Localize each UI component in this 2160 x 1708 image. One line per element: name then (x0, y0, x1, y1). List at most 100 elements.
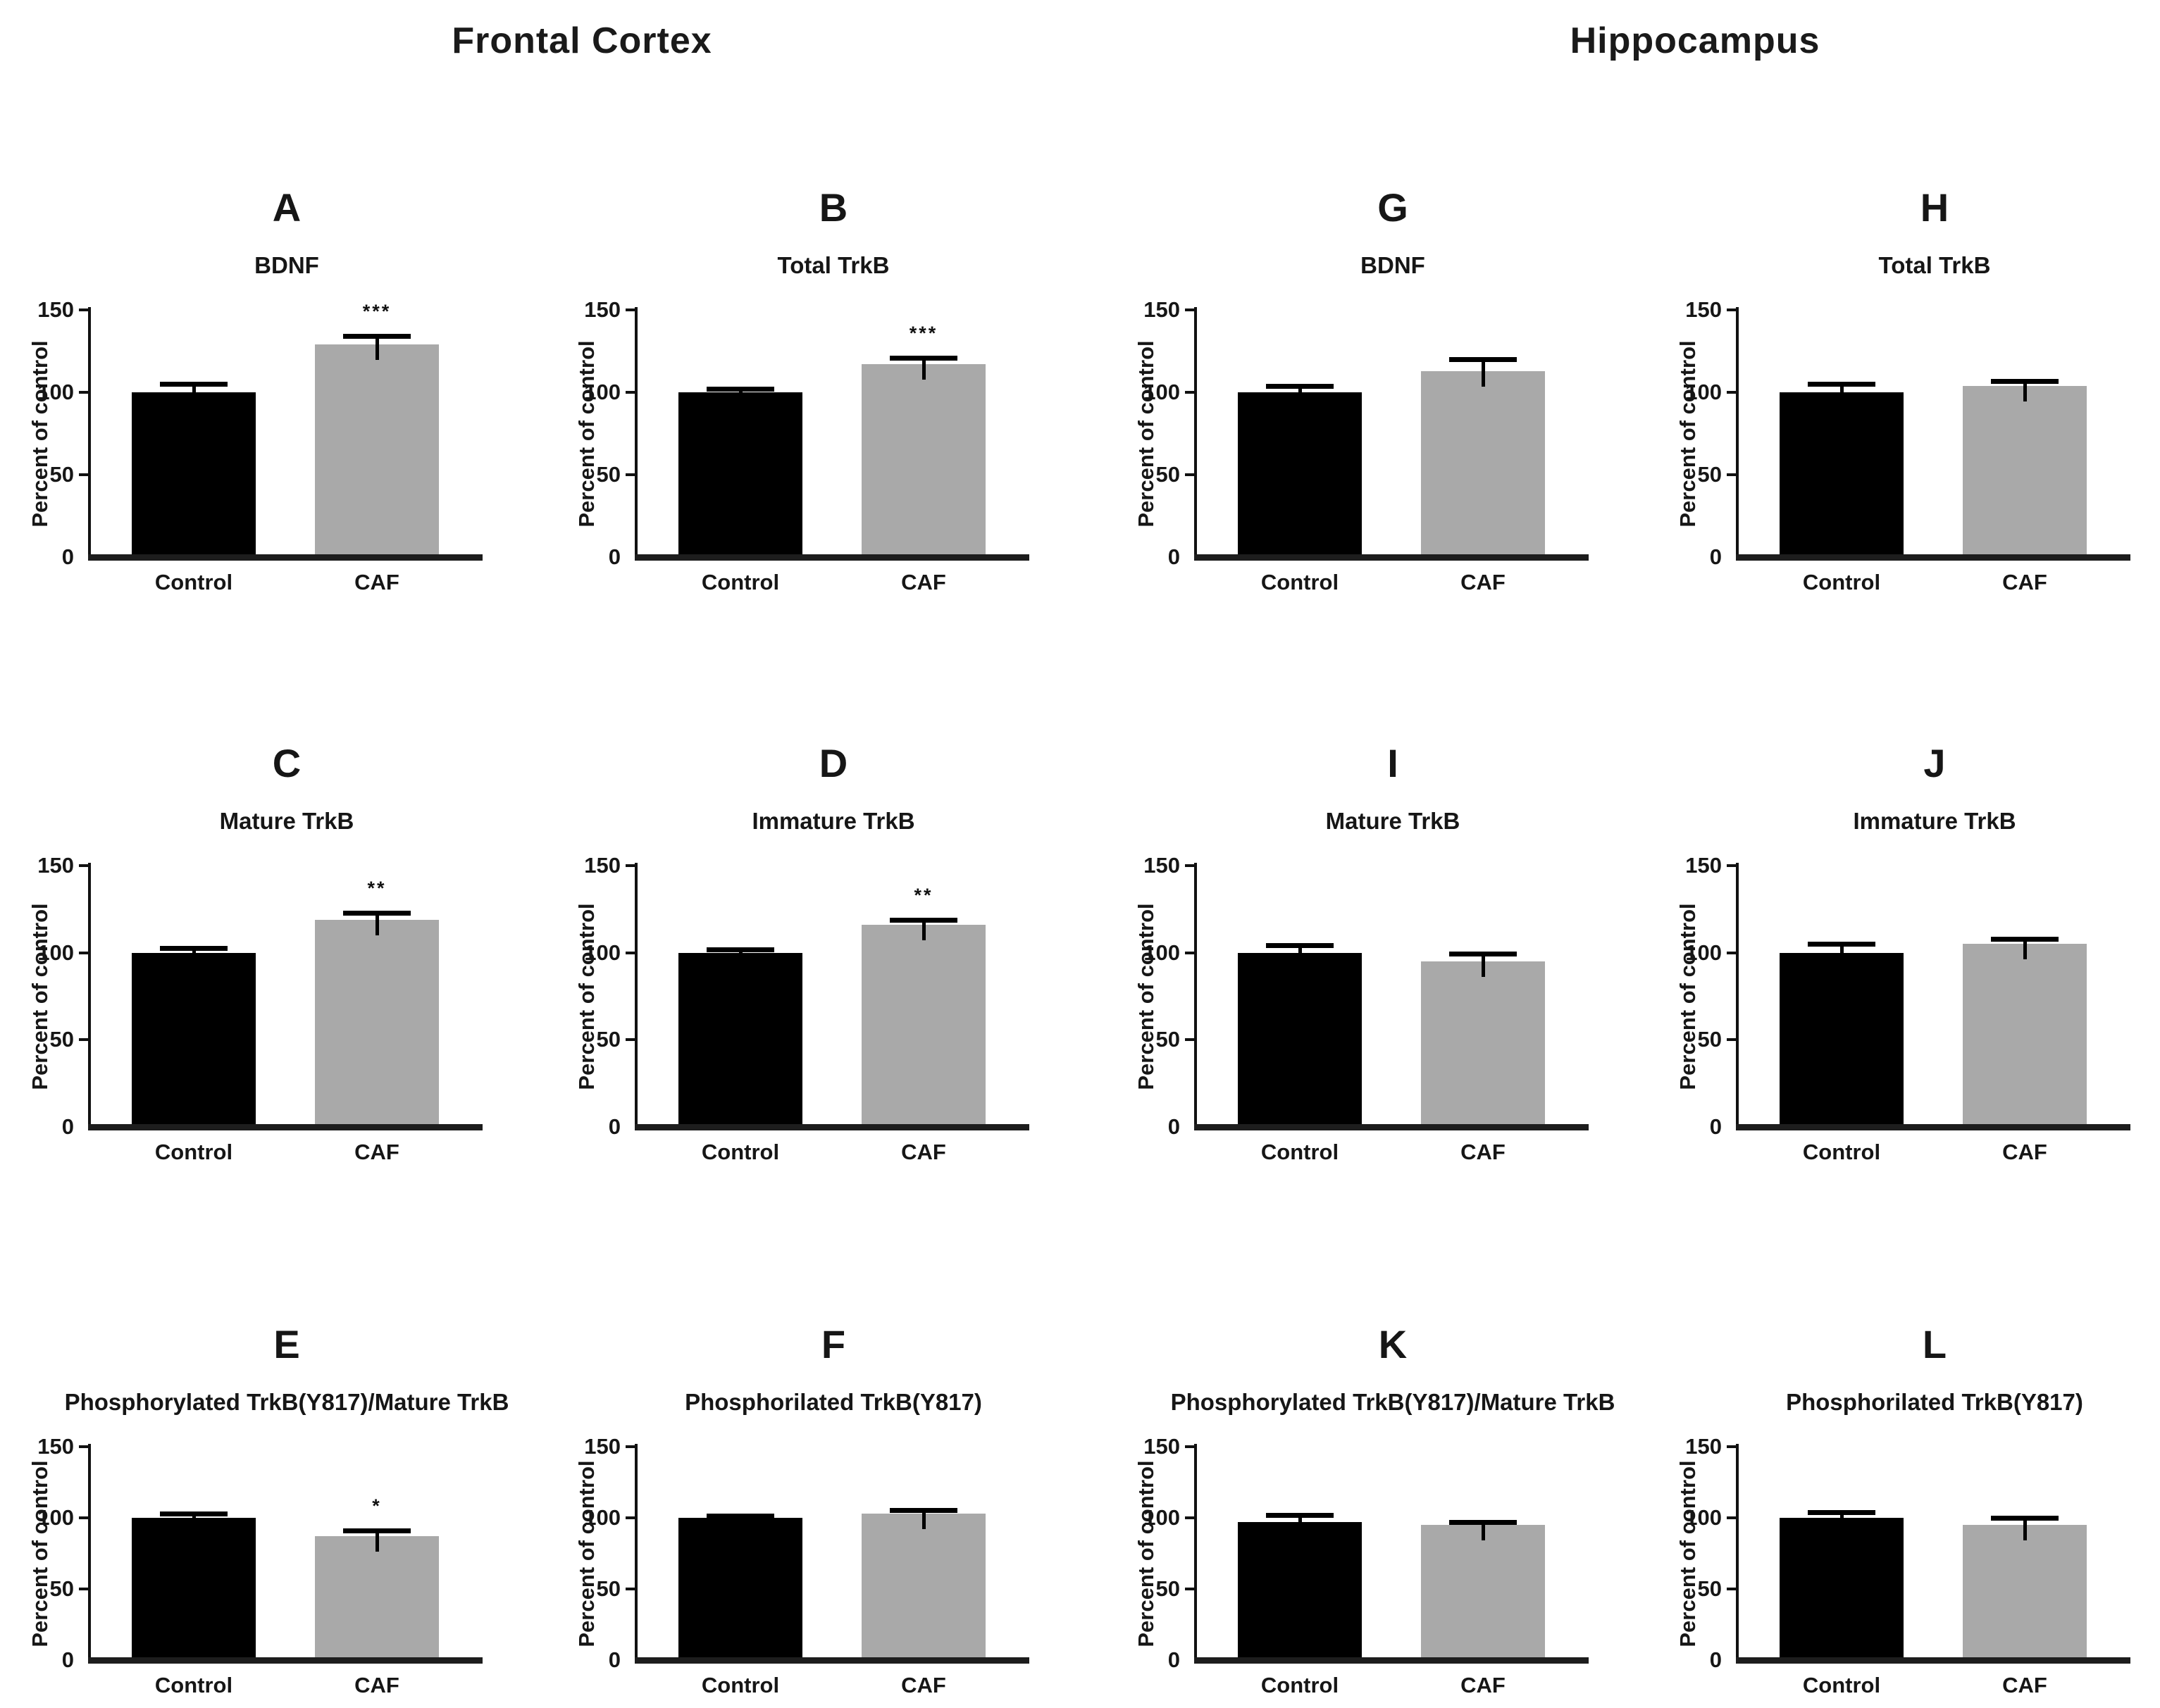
error-bar-cap (707, 387, 774, 392)
error-bar-cap (1266, 942, 1334, 948)
y-tick-label: 100 (1685, 380, 1722, 404)
error-bar-cap (160, 946, 228, 952)
bar-caf (1963, 944, 2087, 1127)
bar-control (678, 392, 802, 557)
y-tick-label: 50 (1697, 462, 1722, 487)
y-tick-mark (79, 1588, 88, 1590)
x-label-control: Control (1260, 1140, 1339, 1164)
y-axis-label: Percent of control (1675, 339, 1700, 528)
section-header-frontal-cortex: Frontal Cortex (452, 20, 712, 61)
bar-caf (862, 364, 986, 557)
panel-letter: F (821, 1322, 846, 1366)
y-tick-mark (79, 951, 88, 954)
panel-letter: D (819, 741, 848, 785)
x-label-control: Control (1802, 1140, 1881, 1164)
y-tick-mark (1185, 864, 1194, 867)
error-bar-stem (1839, 384, 1844, 408)
bar-caf (315, 344, 439, 557)
y-tick-mark (1727, 391, 1736, 394)
y-tick-mark (626, 391, 635, 394)
panel-letter: E (273, 1322, 300, 1366)
error-bar-cap (1266, 383, 1334, 389)
y-tick-label: 0 (1167, 1114, 1180, 1139)
y-tick-mark (79, 864, 88, 867)
y-tick-label: 0 (61, 544, 74, 569)
y-tick-label: 100 (584, 380, 621, 404)
error-bar-stem (921, 1509, 926, 1529)
y-tick-label: 100 (37, 1505, 74, 1530)
error-bar-stem (2023, 380, 2027, 401)
chart-title: Phosphorilated TrkB(Y817) (685, 1389, 982, 1415)
y-tick-label: 50 (49, 462, 74, 487)
error-bar-cap (1808, 382, 1875, 387)
y-tick-mark (626, 1516, 635, 1519)
x-label-caf: CAF (354, 1140, 399, 1164)
error-bar-cap (1449, 1520, 1517, 1526)
y-tick-mark (79, 308, 88, 311)
x-label-control: Control (1260, 1673, 1339, 1697)
error-bar-cap (343, 1528, 411, 1534)
bar-control (1238, 392, 1362, 557)
error-bar-cap (1808, 1509, 1875, 1515)
x-label-control: Control (154, 1673, 233, 1697)
bar-caf (1421, 961, 1545, 1127)
chart-title: Phosphorylated TrkB(Y817)/Mature TrkB (64, 1389, 509, 1415)
bar-caf (1963, 385, 2087, 557)
x-axis-line (1736, 1124, 2130, 1130)
error-bar-stem (921, 919, 926, 941)
x-axis-line (1194, 1124, 1589, 1130)
x-axis-line (1736, 554, 2130, 561)
x-label-control: Control (1802, 570, 1881, 594)
bar-caf (1421, 370, 1545, 557)
y-tick-mark (1727, 1038, 1736, 1042)
error-bar-cap (890, 1507, 957, 1513)
y-tick-label: 0 (608, 1647, 621, 1672)
chart-title: Mature TrkB (1325, 808, 1460, 834)
error-bar-cap (1449, 357, 1517, 363)
y-axis-line (635, 1444, 638, 1663)
y-tick-label: 0 (1709, 544, 1722, 569)
error-bar-stem (738, 949, 743, 968)
y-tick-mark (1727, 308, 1736, 311)
y-axis-line (1736, 1444, 1739, 1663)
y-tick-label: 150 (584, 297, 621, 322)
error-bar-stem (1298, 1514, 1302, 1538)
x-label-caf: CAF (901, 1673, 946, 1697)
significance-stars: * (372, 1495, 382, 1517)
bar-control (1238, 1522, 1362, 1660)
bar-control (132, 1518, 256, 1660)
y-tick-mark (626, 1445, 635, 1448)
x-label-control: Control (701, 1140, 780, 1164)
error-bar-stem (1481, 359, 1485, 387)
y-tick-mark (1185, 1516, 1194, 1519)
y-tick-label: 150 (37, 297, 74, 322)
y-tick-label: 150 (1143, 297, 1180, 322)
x-axis-line (635, 1124, 1029, 1130)
chart-title: Phosphorilated TrkB(Y817) (1786, 1389, 2083, 1415)
x-label-caf: CAF (2002, 570, 2047, 594)
y-tick-mark (79, 1516, 88, 1519)
y-tick-label: 150 (1143, 1434, 1180, 1459)
y-axis-line (1194, 863, 1197, 1130)
significance-stars: *** (909, 322, 938, 344)
y-axis-line (1194, 1444, 1197, 1663)
y-tick-label: 0 (61, 1647, 74, 1672)
section-header-hippocampus: Hippocampus (1570, 20, 1820, 61)
y-tick-label: 50 (596, 462, 621, 487)
y-axis-label: Percent of control (1134, 339, 1158, 528)
y-tick-mark (626, 1588, 635, 1590)
y-tick-label: 50 (1697, 1027, 1722, 1052)
error-bar-cap (160, 1511, 228, 1516)
bar-control (1238, 952, 1362, 1127)
error-bar-cap (707, 947, 774, 952)
bar-caf (1963, 1525, 2087, 1660)
panel-letter: A (272, 185, 302, 230)
x-label-control: Control (701, 1673, 780, 1697)
error-bar-cap (1808, 942, 1875, 947)
y-axis-label: Percent of control (574, 902, 599, 1090)
y-tick-label: 0 (608, 1114, 621, 1139)
bar-control (678, 1518, 802, 1660)
y-tick-label: 50 (596, 1027, 621, 1052)
panel-letter: B (819, 185, 848, 230)
y-axis-line (1736, 307, 1739, 560)
